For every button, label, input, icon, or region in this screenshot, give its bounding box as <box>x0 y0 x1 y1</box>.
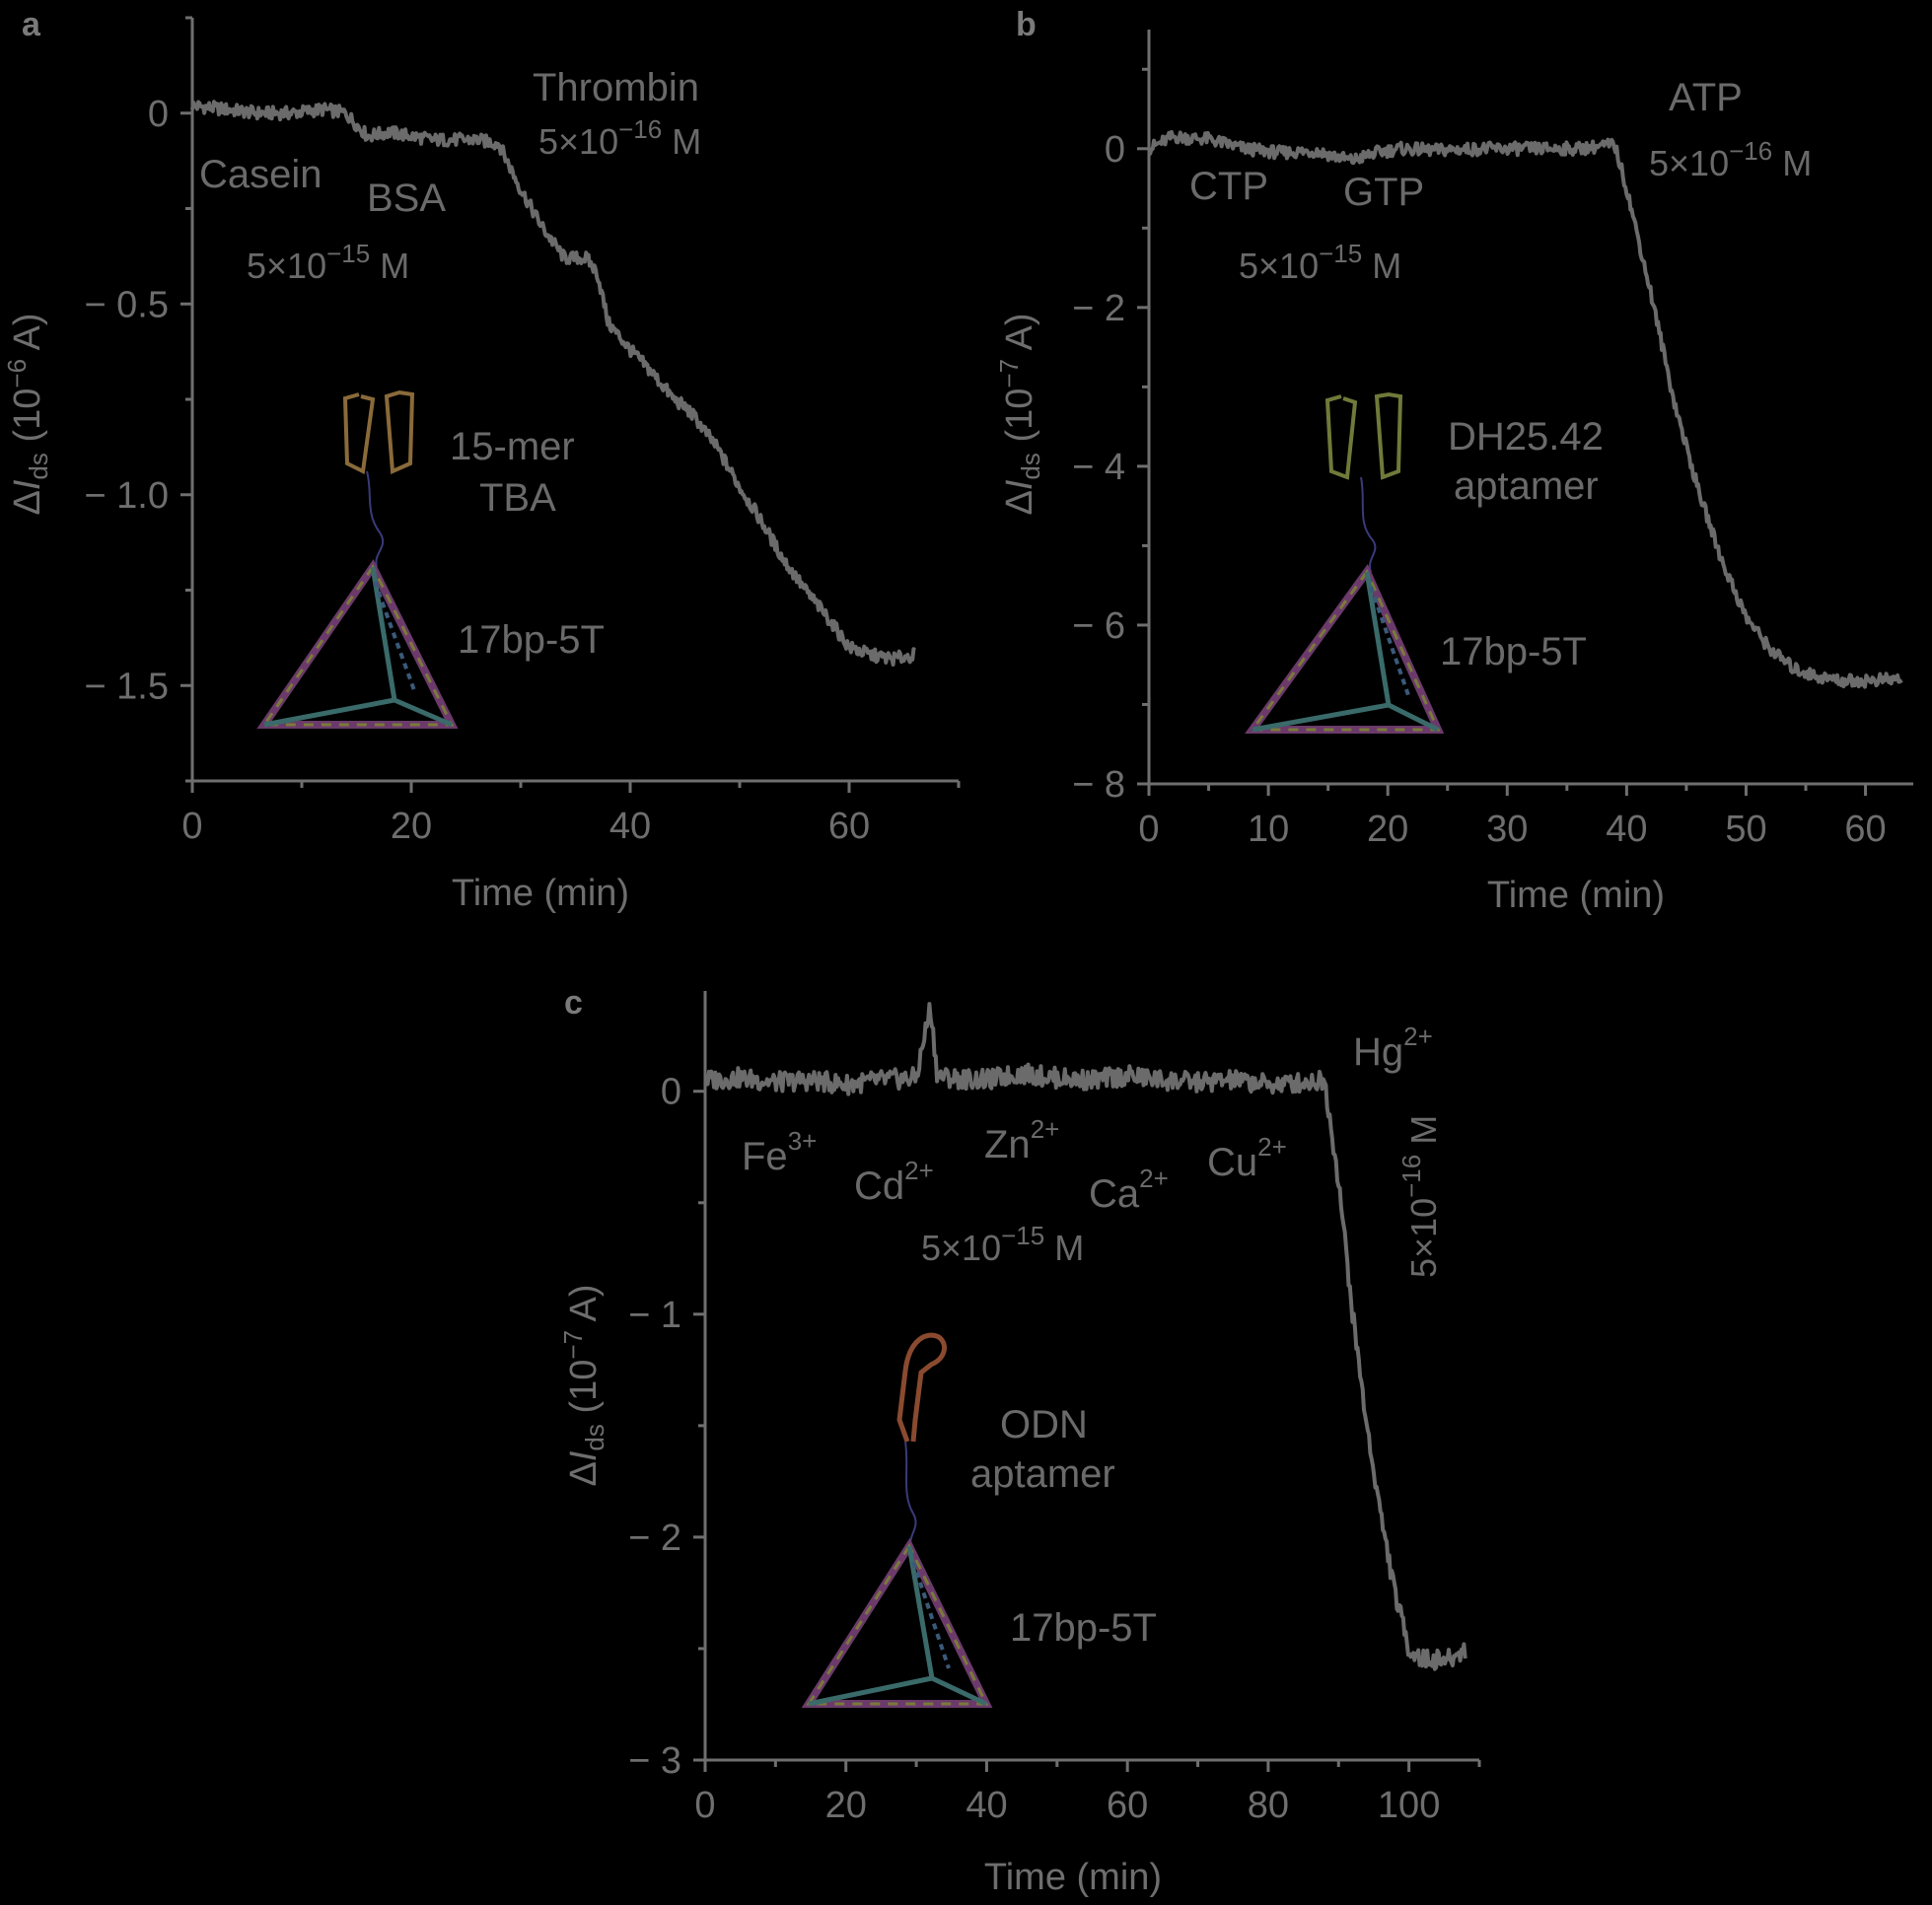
chart-a-x-label: Time (min) <box>452 873 629 914</box>
chart-b-x-tick-label: 60 <box>1844 809 1886 850</box>
chart-c-ticks: 0 20 40 60 80 100 0 − 1 − 2 − 3 <box>628 1072 1481 1826</box>
panel-label-c: c <box>564 984 583 1022</box>
chart-b-y-tick-label: − 8 <box>1072 764 1125 806</box>
chart-a-x-tick-label: 20 <box>391 806 432 847</box>
dna-tetrahedron-icon-b <box>1245 564 1445 734</box>
annotation-atp: ATP <box>1669 76 1743 119</box>
chart-c-series-line <box>703 1002 1467 1671</box>
chart-c-x-tick-label: 20 <box>825 1785 867 1826</box>
chart-b-x-label: Time (min) <box>1487 875 1665 916</box>
chart-a-x-tick-label: 60 <box>828 806 870 847</box>
chart-a-ticks: 0 20 40 60 0 − 0.5 − 1.0 − 1.5 <box>84 16 961 847</box>
annotation-ca2: Ca2+ <box>1089 1164 1169 1216</box>
chart-b-series-line <box>1147 129 1903 689</box>
annotation-cd2: Cd2+ <box>854 1156 934 1208</box>
chart-c-x-tick-label: 40 <box>966 1785 1007 1826</box>
chart-c-y-tick-label: − 1 <box>628 1295 681 1336</box>
chart-b-y-tick-label: 0 <box>1105 129 1125 171</box>
annotation-control-conc-c: 5×10−15 M <box>921 1221 1084 1268</box>
chart-a-x-tick-label: 40 <box>609 806 651 847</box>
chart-a-x-tick-label: 0 <box>181 806 202 847</box>
dh25-42-aptamer-structure-icon <box>1324 391 1403 573</box>
annotation-thrombin-conc: 5×10−16 M <box>538 114 701 162</box>
annotation-fe3: Fe3+ <box>742 1126 817 1178</box>
chart-c-x-tick-label: 60 <box>1107 1785 1148 1826</box>
dna-tetrahedron-icon-c <box>801 1537 993 1708</box>
annotation-hg2: Hg2+ <box>1353 1022 1433 1074</box>
chart-c-y-label: ΔIds (10−7 A) <box>558 1284 609 1486</box>
chart-a-y-tick-label: 0 <box>148 94 169 135</box>
chart-a-y-tick-label: − 1.0 <box>84 475 169 517</box>
chart-b-x-tick-label: 30 <box>1486 809 1528 850</box>
chart-b-x-tick-label: 10 <box>1248 809 1289 850</box>
chart-b-y-tick-label: − 2 <box>1072 288 1125 329</box>
annotation-dh25-42: DH25.42 <box>1448 415 1604 459</box>
annotation-cu2: Cu2+ <box>1207 1132 1287 1184</box>
chart-c-y-tick-label: − 3 <box>628 1740 681 1782</box>
annotation-tba: TBA <box>479 476 556 520</box>
chart-c-x-label: Time (min) <box>984 1857 1162 1898</box>
chart-b-y-tick-label: − 6 <box>1072 605 1125 647</box>
chart-c-x-tick-label: 80 <box>1248 1785 1289 1826</box>
chart-c: c 0 20 40 60 80 100 0 − 1 − 2 − 3 Time (min) ΔIds… <box>558 984 1481 1898</box>
tba-aptamer-structure-icon <box>342 389 415 568</box>
chart-c-x-tick-label: 0 <box>694 1785 715 1826</box>
odn-aptamer-structure-icon <box>896 1332 948 1549</box>
chart-b-x-tick-label: 50 <box>1725 809 1766 850</box>
annotation-17bp-5t-b: 17bp-5T <box>1440 630 1587 673</box>
annotation-17bp-5t-a: 17bp-5T <box>458 618 605 662</box>
annotation-odn: ODN <box>1000 1403 1088 1446</box>
annotation-gtp: GTP <box>1343 171 1424 214</box>
chart-a-y-label: ΔIds (10−6 A) <box>2 313 53 515</box>
annotation-casein: Casein <box>199 153 322 196</box>
chart-c-y-tick-label: 0 <box>661 1072 681 1113</box>
annotation-ctp: CTP <box>1189 165 1268 208</box>
annotation-aptamer-c: aptamer <box>970 1452 1115 1496</box>
chart-c-y-tick-label: − 2 <box>628 1517 681 1559</box>
annotation-bsa: BSA <box>367 176 446 220</box>
annotation-control-conc-a: 5×10−15 M <box>247 239 409 286</box>
annotation-zn2: Zn2+ <box>984 1114 1059 1166</box>
chart-a: a 0 20 40 60 0 − 0.5 − 1.0 − 1.5 Time (min) ΔId… <box>2 6 961 914</box>
chart-a-y-tick-label: − 0.5 <box>84 284 169 325</box>
annotation-hg-conc: 5×10−16 M <box>1396 1115 1444 1278</box>
chart-b-y-tick-label: − 4 <box>1072 447 1125 488</box>
chart-b-ticks: 0 10 20 30 40 50 60 0 − 2 − 4 − 6 − 8 <box>1072 67 1887 850</box>
chart-b-y-label: ΔIds (10−7 A) <box>994 313 1045 515</box>
chart-b-x-tick-label: 40 <box>1606 809 1647 850</box>
chart-b: b 0 10 20 30 40 50 600− 2− 4− 6− 8 Time (min) … <box>994 6 1913 916</box>
chart-a-y-tick-label: − 1.5 <box>84 666 169 707</box>
annotation-17bp-5t-c: 17bp-5T <box>1010 1606 1157 1650</box>
chart-c-x-tick-label: 100 <box>1378 1785 1440 1826</box>
chart-b-x-tick-label: 20 <box>1367 809 1408 850</box>
chart-c-axes <box>703 991 1479 1762</box>
annotation-aptamer-b: aptamer <box>1454 464 1599 508</box>
chart-b-axes <box>1147 30 1913 786</box>
annotation-15-mer: 15-mer <box>450 425 575 468</box>
dna-tetrahedron-icon-a <box>256 559 459 729</box>
chart-a-series-line <box>190 100 916 667</box>
chart-b-x-tick-label: 0 <box>1138 809 1159 850</box>
annotation-control-conc-b: 5×10−15 M <box>1239 239 1401 286</box>
annotation-thrombin: Thrombin <box>533 66 699 109</box>
annotation-atp-conc: 5×10−16 M <box>1649 136 1812 183</box>
panel-label-b: b <box>1016 6 1037 43</box>
panel-label-a: a <box>22 6 41 43</box>
